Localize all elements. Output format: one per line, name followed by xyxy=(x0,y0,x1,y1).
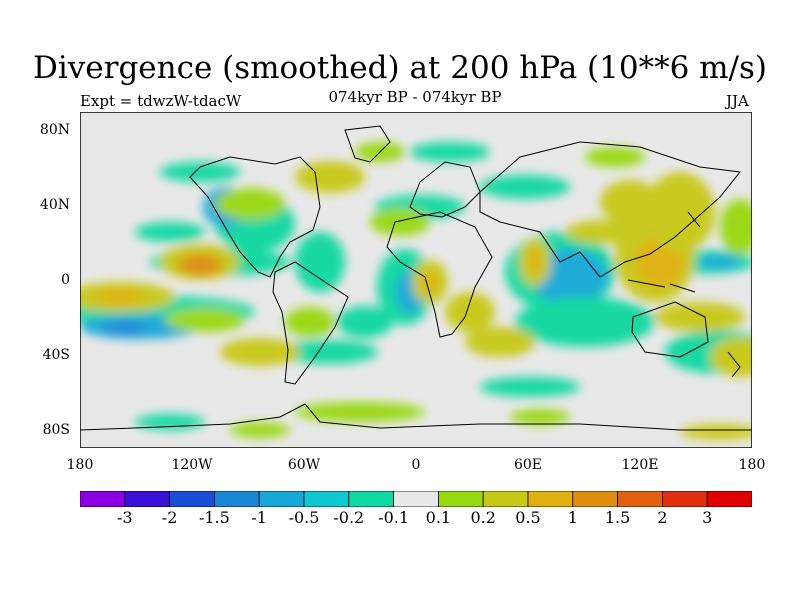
lat-tick-label: 0 xyxy=(61,272,70,288)
lon-tick-label: 0 xyxy=(411,457,421,473)
colorbar-swatch xyxy=(662,491,708,507)
colorbar-tick-label: 0.2 xyxy=(470,508,496,527)
lon-tick-label: 120W xyxy=(171,457,213,473)
colorbar-swatch xyxy=(527,491,574,507)
colorbar-swatch xyxy=(348,491,394,507)
lon-tick-label: 120E xyxy=(621,457,659,473)
colorbar-swatch xyxy=(303,491,350,507)
colorbar-tick-label: 0.1 xyxy=(425,508,452,527)
colorbar xyxy=(80,491,752,507)
lat-tick-label: 40S xyxy=(42,347,70,363)
figure-title: Divergence (smoothed) at 200 hPa (10**6 … xyxy=(33,50,767,86)
colorbar-swatch xyxy=(482,491,529,507)
colorbar-swatch xyxy=(213,491,260,507)
colorbar-tick-label: -0.1 xyxy=(378,508,410,527)
season-label: JJA xyxy=(726,92,749,110)
colorbar-tick-label: 1.5 xyxy=(604,508,631,527)
colorbar-swatch xyxy=(437,491,484,507)
lat-tick-label: 80N xyxy=(39,122,70,138)
colorbar-swatch xyxy=(617,491,663,507)
lon-tick-label: 180 xyxy=(66,457,94,473)
coastlines xyxy=(80,125,752,431)
colorbar-tick-label: 1 xyxy=(567,508,578,527)
colorbar-tick-label: -0.2 xyxy=(333,508,365,527)
colorbar-swatch xyxy=(572,491,618,507)
lon-tick-label: 60W xyxy=(287,457,321,473)
period-label: 074kyr BP - 074kyr BP xyxy=(328,88,502,106)
colorbar-swatch xyxy=(393,491,439,507)
divergence-map xyxy=(80,112,752,448)
colorbar-swatch xyxy=(80,491,126,507)
lat-tick-label: 40N xyxy=(39,197,70,213)
lon-tick-label: 60E xyxy=(513,457,543,473)
colorbar-tick-label: 3 xyxy=(702,508,713,527)
colorbar-tick-label: -3 xyxy=(117,508,133,527)
colorbar-tick-label: -1 xyxy=(251,508,267,527)
colorbar-tick-label: 2 xyxy=(657,508,668,527)
colorbar-tick-label: -2 xyxy=(161,508,178,527)
colorbar-swatch xyxy=(258,491,305,507)
colorbar-swatch xyxy=(124,491,170,507)
colorbar-tick-label: 0.5 xyxy=(515,508,541,527)
experiment-label: Expt = tdwzW-tdacW xyxy=(80,92,242,110)
lon-tick-label: 180 xyxy=(738,457,766,473)
lat-tick-label: 80S xyxy=(42,422,70,438)
colorbar-tick-label: -0.5 xyxy=(288,508,320,527)
colorbar-swatch xyxy=(169,491,215,507)
colorbar-swatch xyxy=(706,491,752,507)
colorbar-tick-label: -1.5 xyxy=(198,508,230,527)
